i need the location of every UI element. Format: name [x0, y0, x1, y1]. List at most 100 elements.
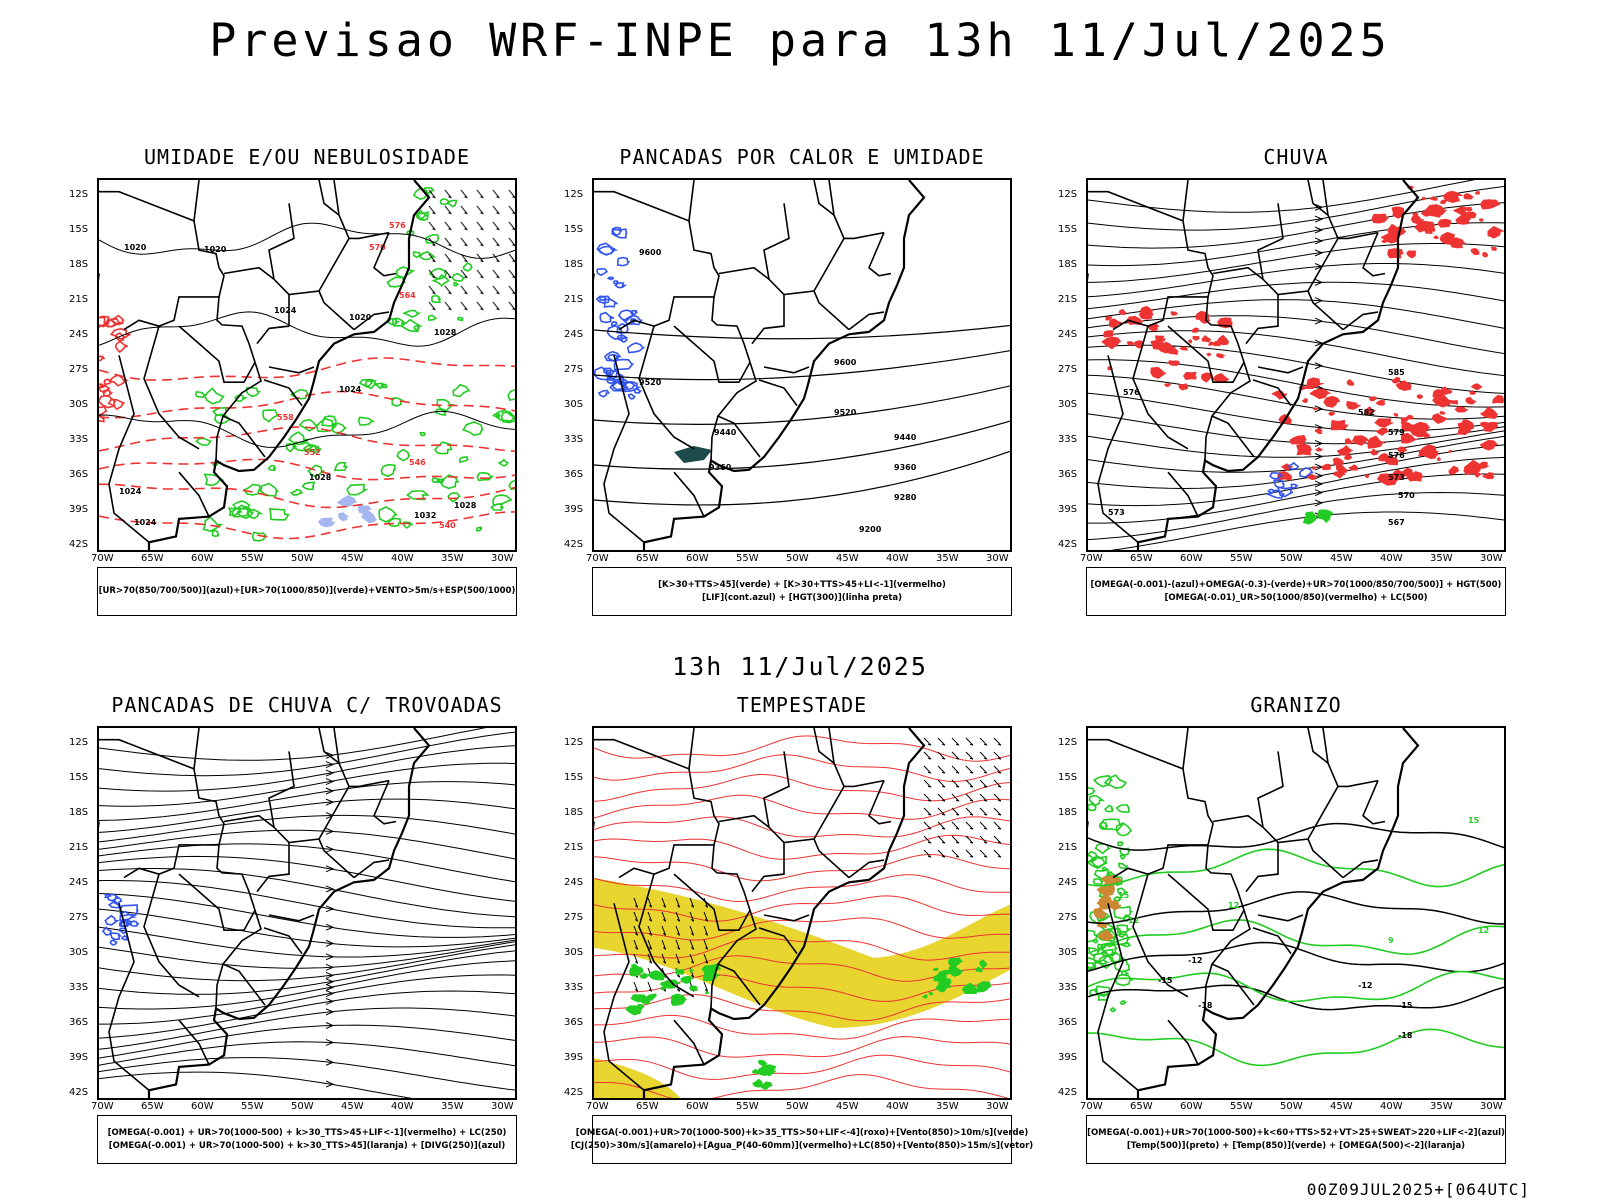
green-contour: [1092, 878, 1104, 885]
wind-vector: [965, 751, 974, 760]
latitude-label: 12S: [1058, 737, 1078, 748]
border-line: [718, 266, 770, 280]
latitude-label: 21S: [1058, 294, 1078, 305]
streamline-arrow: [1314, 249, 1324, 257]
border-line: [1362, 780, 1386, 825]
wind-vector: [444, 269, 452, 279]
green-contour: [462, 262, 473, 272]
longitude-label: 30W: [986, 1101, 1009, 1112]
blue-contour: [1287, 461, 1300, 470]
streamline-arrow: [1314, 480, 1324, 488]
panel-title: CHUVA: [1263, 145, 1329, 169]
black-contour: [99, 410, 515, 448]
wind-vector-head: [432, 244, 436, 247]
wind-vector-head: [496, 276, 500, 279]
green-area: [752, 1078, 764, 1088]
green-contour: [1088, 803, 1097, 812]
green-contour: [430, 294, 442, 304]
wind-vector: [508, 237, 515, 247]
wind-vector-head: [512, 260, 515, 263]
red-area: [1301, 398, 1309, 404]
green-contour: [1114, 973, 1134, 987]
wind-vector-head: [480, 244, 484, 247]
wind-vector-head: [969, 743, 974, 746]
wind-vector: [460, 269, 468, 279]
contour-label: 9520: [639, 378, 662, 387]
wind-vector: [937, 779, 946, 788]
streamline: [1088, 243, 1504, 283]
blue-contour: [120, 935, 128, 941]
wind-vector: [993, 779, 1002, 788]
red-area: [1412, 421, 1431, 436]
green-contour: [492, 412, 501, 418]
green-contour: [287, 431, 310, 446]
red-area: [1321, 463, 1331, 471]
red-contour: [114, 340, 129, 354]
panel-title: PANCADAS POR CALOR E UMIDADE: [619, 145, 985, 169]
wind-vector: [979, 849, 988, 858]
wind-vector: [508, 285, 515, 295]
red-area: [1395, 380, 1413, 391]
red-area: [1450, 400, 1459, 405]
contour-label-green: 12: [1228, 901, 1239, 910]
green-area: [701, 963, 722, 974]
border-line: [1212, 814, 1264, 828]
red-area: [1311, 466, 1318, 470]
red-area: [1323, 395, 1341, 408]
green-area: [689, 968, 695, 973]
wind-vector-head: [705, 961, 708, 964]
wind-vector-head: [635, 989, 638, 992]
green-contour: [1088, 957, 1099, 969]
red-area: [1452, 206, 1467, 216]
green-contour: [451, 272, 466, 282]
map-frame: 1020 1024 1020 1024 1028 1028 1028 1032 1024 1024…: [97, 178, 517, 552]
streamline: [99, 950, 515, 995]
wind-vector-head: [983, 813, 988, 816]
orange-area: [1097, 929, 1115, 942]
wind-vector-head: [432, 292, 436, 295]
blue-contour: [603, 298, 619, 308]
border-line: [216, 844, 256, 911]
red-contour: [99, 383, 108, 389]
panel-title: PANCADAS DE CHUVA C/ TROVOADAS: [111, 693, 503, 717]
wind-vector: [689, 911, 695, 922]
border-line: [751, 842, 785, 893]
footer-run-info: 00Z09JUL2025+[064UTC]: [1306, 1180, 1530, 1199]
streamline: [1110, 511, 1504, 550]
legend-line: [OMEGA(-0.001)-(azul)+OMEGA(-0.3)-(verde…: [1090, 579, 1502, 590]
black-contour: [594, 385, 1010, 426]
wind-vector: [492, 237, 500, 247]
green-contour: [259, 482, 280, 497]
red-area: [1170, 311, 1179, 316]
wind-vector: [965, 835, 974, 844]
green-contour: [236, 506, 255, 520]
red-area: [1351, 435, 1370, 446]
red-area: [1437, 218, 1452, 228]
longitude-label: 65W: [636, 1101, 659, 1112]
wind-vector: [492, 253, 500, 263]
blue-contour: [1267, 488, 1277, 495]
contour-label: -15: [1158, 976, 1173, 985]
coastline: [642, 180, 926, 550]
red-area: [1463, 193, 1475, 200]
border-line: [673, 1019, 705, 1065]
latitude-label: 39S: [1058, 1052, 1078, 1063]
wind-vector: [428, 253, 436, 263]
blue-area: [364, 516, 378, 523]
main-title: Previsao WRF-INPE para 13h 11/Jul/2025: [209, 14, 1391, 67]
border-line: [143, 873, 200, 998]
green-contour: [1119, 854, 1127, 860]
red-area: [1484, 198, 1493, 206]
latitude-label: 39S: [69, 1052, 89, 1063]
border-line: [673, 325, 751, 383]
border-line: [99, 180, 200, 223]
wind-vector-head: [496, 244, 500, 247]
red-area: [1479, 406, 1499, 419]
wind-vector: [476, 221, 484, 231]
latitude-label: 33S: [564, 434, 584, 445]
legend-box: [K>30+TTS>45](verde) + [K>30+TTS>45+LI<-…: [592, 567, 1012, 616]
wind-vector-head: [480, 196, 484, 199]
red-area: [1391, 376, 1401, 384]
wind-vector: [444, 221, 452, 231]
subtitle: 13h 11/Jul/2025: [672, 652, 928, 681]
